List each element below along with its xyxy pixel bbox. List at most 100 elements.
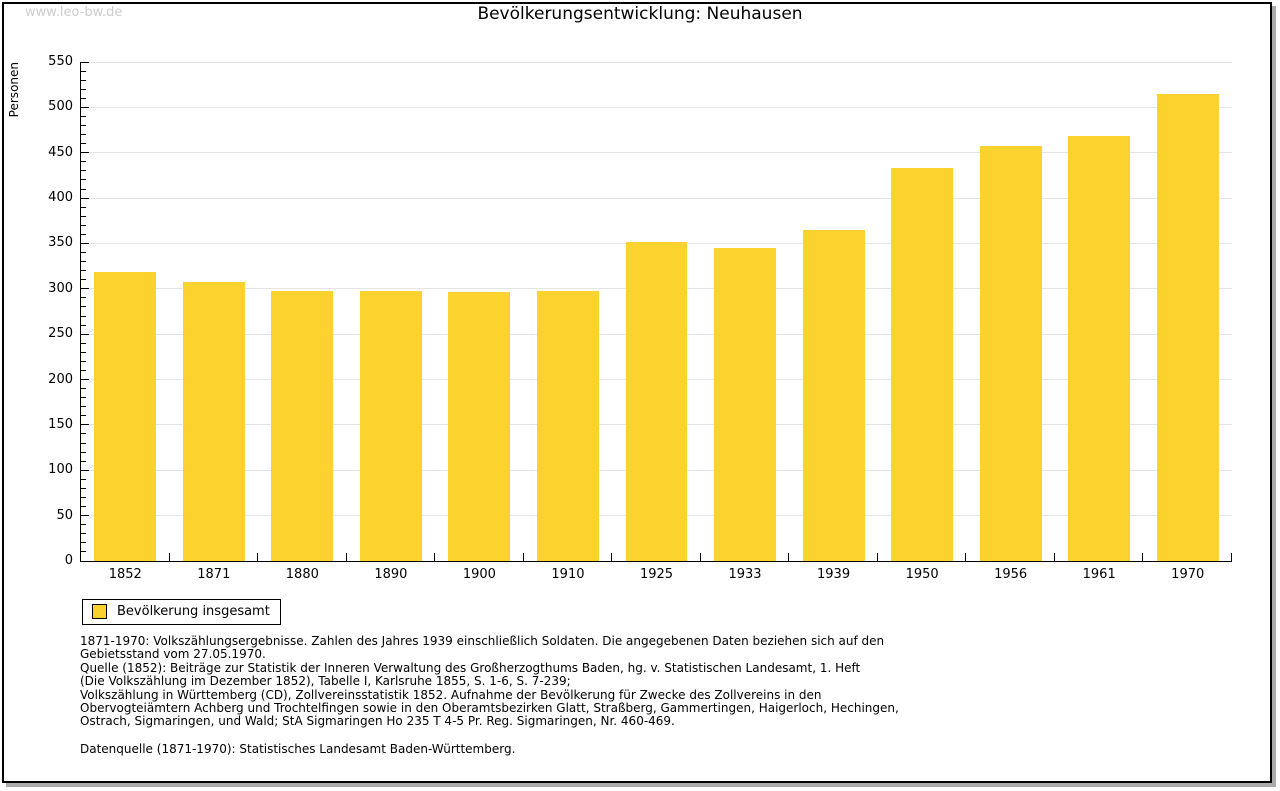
y-axis-minor-tick <box>81 478 86 480</box>
bar-1956 <box>979 146 1042 561</box>
y-axis-minor-tick <box>81 342 86 344</box>
x-axis-tick <box>345 553 347 561</box>
bar-1880 <box>271 290 334 561</box>
chart-window-frame: www.leo-bw.de Bevölkerungsentwicklung: N… <box>2 2 1272 783</box>
footnote-line: Volkszählung in Württemberg (CD), Zollve… <box>80 687 822 702</box>
y-axis-minor-tick <box>81 360 86 362</box>
y-axis-minor-tick <box>81 79 86 81</box>
y-axis-minor-tick <box>81 524 86 526</box>
y-axis-major-tick <box>81 197 89 199</box>
y-axis-major-tick <box>81 152 89 154</box>
y-axis-major-tick <box>81 424 89 426</box>
x-axis-tick <box>522 553 524 561</box>
y-axis-tick-label: 400 <box>48 190 73 206</box>
x-axis-tick-label: 1939 <box>817 567 851 582</box>
footnote-line: Obervogteiämtern Achberg und Trochtelfin… <box>80 701 899 716</box>
y-axis-major-tick <box>81 515 89 517</box>
y-axis-minor-tick <box>81 134 86 136</box>
x-axis-tick <box>434 553 436 561</box>
y-axis-minor-tick <box>81 388 86 390</box>
y-axis-major-tick <box>81 333 89 335</box>
x-axis-tick <box>876 553 878 561</box>
y-axis-tick-label: 450 <box>48 144 73 160</box>
y-axis-major-tick <box>81 560 89 562</box>
y-axis-major-tick <box>81 61 89 63</box>
y-axis-minor-tick <box>81 369 86 371</box>
x-axis-tick <box>965 553 967 561</box>
y-axis-minor-tick <box>81 351 86 353</box>
x-axis-tick <box>257 553 259 561</box>
y-axis-minor-tick <box>81 206 86 208</box>
y-axis-minor-tick <box>81 506 86 508</box>
y-axis-minor-tick <box>81 179 86 181</box>
y-axis-minor-tick <box>81 115 86 117</box>
y-axis-minor-tick <box>81 533 86 535</box>
y-axis-minor-tick <box>81 88 86 90</box>
bar-1890 <box>359 290 422 561</box>
bar-1910 <box>536 290 599 561</box>
footnote-line: (Die Volkszählung im Dezember 1852), Tab… <box>80 674 571 689</box>
x-axis-tick-label: 1871 <box>197 567 231 582</box>
y-axis-tick-label: 100 <box>48 462 73 478</box>
y-axis-minor-tick <box>81 433 86 435</box>
y-axis-minor-tick <box>81 397 86 399</box>
y-axis-major-tick <box>81 242 89 244</box>
y-axis-tick-label: 200 <box>48 371 73 387</box>
x-axis-tick-label: 1925 <box>639 567 674 582</box>
y-axis-minor-tick <box>81 315 86 317</box>
y-axis-major-tick <box>81 379 89 381</box>
y-axis-minor-tick <box>81 279 86 281</box>
y-axis-minor-tick <box>81 188 86 190</box>
y-axis-minor-tick <box>81 487 86 489</box>
gridline <box>81 197 1232 199</box>
x-axis-tick <box>611 553 613 561</box>
legend-label: Bevölkerung insgesamt <box>117 604 270 619</box>
bar-1939 <box>802 229 865 561</box>
footnote-line: Ostrach, Sigmaringen, und Wald; StA Sigm… <box>80 714 675 729</box>
footnote-line: 1871-1970: Volkszählungsergebnisse. Zahl… <box>80 634 885 648</box>
legend-box: Bevölkerung insgesamt <box>82 599 281 625</box>
y-axis-minor-tick <box>81 415 86 417</box>
y-axis-minor-tick <box>81 170 86 172</box>
x-axis-tick <box>1053 553 1055 561</box>
gridline <box>81 61 1232 63</box>
y-axis-minor-tick <box>81 70 86 72</box>
y-axis-minor-tick <box>81 551 86 553</box>
y-axis-minor-tick <box>81 252 86 254</box>
footnotes-block: 1871-1970: Volkszählungsergebnisse. Zahl… <box>80 634 899 756</box>
x-axis-tick-label: 1933 <box>728 567 762 582</box>
x-axis-tick <box>1142 553 1144 561</box>
bar-1871 <box>182 281 245 561</box>
footnote-line: Quelle (1852): Beiträge zur Statistik de… <box>80 660 861 675</box>
x-axis-tick-label: 1880 <box>285 567 319 582</box>
y-axis-major-tick <box>81 288 89 290</box>
y-axis-minor-tick <box>81 97 86 99</box>
y-axis-tick-label: 150 <box>48 416 73 432</box>
footnote-line: Gebietsstand vom 27.05.1970. <box>80 647 266 662</box>
y-axis-tick-label: 300 <box>48 280 73 296</box>
y-axis-minor-tick <box>81 442 86 444</box>
watermark-url: www.leo-bw.de <box>25 5 123 20</box>
x-axis-tick-label: 1961 <box>1082 567 1116 582</box>
y-axis-minor-tick <box>81 224 86 226</box>
x-axis-tick-label: 1900 <box>462 567 496 582</box>
y-axis-tick-label: 250 <box>48 326 73 342</box>
x-axis-tick-label: 1950 <box>905 567 939 582</box>
y-axis-major-tick <box>81 469 89 471</box>
y-axis-minor-tick <box>81 261 86 263</box>
y-axis-minor-tick <box>81 406 86 408</box>
x-axis-tick <box>1231 553 1232 561</box>
y-axis-minor-tick <box>81 542 86 544</box>
y-axis-minor-tick <box>81 143 86 145</box>
y-axis-title: Personen <box>7 62 21 118</box>
y-axis-minor-tick <box>81 270 86 272</box>
y-axis-tick-label: 350 <box>48 235 73 251</box>
y-axis-tick-label: 500 <box>48 99 73 115</box>
y-axis-tick-label: 0 <box>64 553 73 568</box>
x-axis-tick-label: 1852 <box>108 567 142 582</box>
datasource-line: Datenquelle (1871-1970): Statistisches L… <box>80 741 516 756</box>
y-axis-minor-tick <box>81 306 86 308</box>
x-axis-tick <box>788 553 790 561</box>
bar-1852 <box>94 271 157 561</box>
